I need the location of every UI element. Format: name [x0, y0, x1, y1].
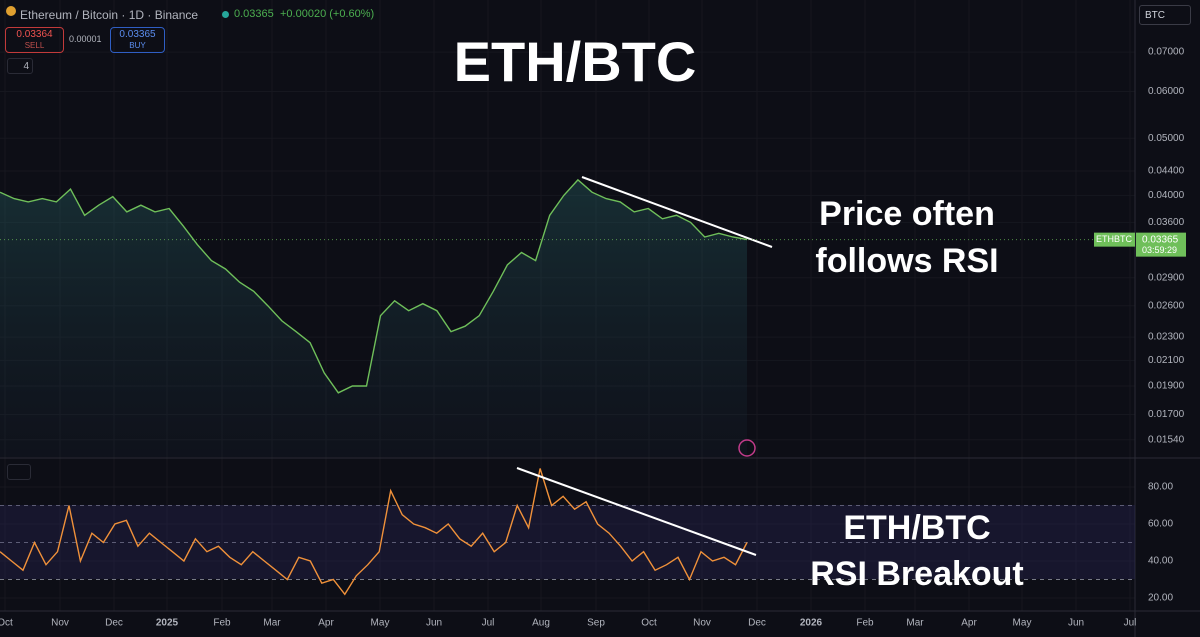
countdown-label: 03:59:29 [1142, 245, 1177, 255]
buy-price: 0.03365 [119, 29, 156, 40]
y-tick-label: 80.00 [1148, 482, 1173, 493]
x-tick-label: May [371, 618, 390, 629]
x-tick-label: Feb [856, 618, 874, 629]
symbol: Ethereum / Bitcoin · 1D · Binance [20, 8, 199, 22]
y-tick-label: 0.02300 [1148, 332, 1185, 343]
spread: 0.00001 [69, 34, 102, 44]
buy-label: BUY [129, 41, 146, 50]
price-area [0, 179, 747, 457]
x-tick-label: Oct [0, 618, 13, 629]
rsi-toggle[interactable] [7, 464, 31, 480]
y-tick-label: 0.01540 [1148, 434, 1185, 445]
market-dot [222, 11, 229, 18]
price-trendline [581, 176, 773, 248]
x-tick-label: 2025 [156, 618, 179, 629]
rsi-band [0, 505, 1135, 579]
symbol-tag-label: ETHBTC [1096, 234, 1133, 244]
symbol-tag [1094, 232, 1135, 247]
annotation: follows RSI [815, 242, 998, 280]
x-tick-label: Mar [263, 618, 281, 629]
x-tick-label: Sep [587, 618, 605, 629]
y-tick-label: 0.02100 [1148, 355, 1185, 366]
y-tick-label: 40.00 [1148, 556, 1173, 567]
last-price-tag [1136, 232, 1186, 257]
x-tick-label: Jun [426, 618, 442, 629]
x-tick-label: Jul [1124, 618, 1137, 629]
y-tick-label: 0.03600 [1148, 217, 1185, 228]
y-tick-label: 0.07000 [1148, 47, 1185, 58]
sell-button[interactable]: 0.03364 SELL [5, 27, 64, 53]
sell-label: SELL [24, 41, 45, 50]
x-tick-label: Jul [482, 618, 495, 629]
rsi-line [0, 468, 748, 596]
price: 0.03365 [234, 8, 274, 20]
annotation: RSI Breakout [810, 555, 1024, 593]
x-tick-label: Jun [1068, 618, 1084, 629]
x-tick-label: May [1013, 618, 1032, 629]
last-price-label: 0.03365 [1142, 234, 1179, 245]
chart-title: ETH/BTC [454, 30, 697, 93]
y-tick-label: 60.00 [1148, 519, 1173, 530]
x-tick-label: 2026 [800, 618, 823, 629]
annotation: ETH/BTC [843, 509, 990, 547]
annotation: Price often [819, 195, 995, 233]
alert-icon[interactable] [738, 439, 756, 457]
change: +0.00020 (+0.60%) [280, 8, 375, 20]
y-tick-label: 0.02600 [1148, 300, 1185, 311]
x-tick-label: Feb [213, 618, 231, 629]
x-tick-label: Mar [906, 618, 924, 629]
x-tick-label: Apr [318, 618, 334, 629]
x-tick-label: Nov [51, 618, 69, 629]
x-tick-label: Dec [748, 618, 766, 629]
y-tick-label: 0.04000 [1148, 190, 1185, 201]
y-tick-label: 0.01900 [1148, 381, 1185, 392]
currency-select[interactable]: BTC [1139, 5, 1191, 25]
symbol-icon [6, 6, 16, 16]
x-tick-label: Apr [961, 618, 977, 629]
y-tick-label: 0.06000 [1148, 86, 1185, 97]
x-tick-label: Nov [693, 618, 711, 629]
y-tick-label: 0.01700 [1148, 409, 1185, 420]
buy-button[interactable]: 0.03365 BUY [110, 27, 165, 53]
price-line [0, 178, 748, 394]
y-tick-label: 0.05000 [1148, 133, 1185, 144]
indicator-toggle[interactable]: 4 [7, 58, 33, 74]
y-tick-label: 0.04400 [1148, 166, 1185, 177]
x-tick-label: Dec [105, 618, 123, 629]
y-tick-label: 0.02900 [1148, 272, 1185, 283]
x-tick-label: Aug [532, 618, 550, 629]
rsi-trendline [516, 467, 757, 556]
x-tick-label: Oct [641, 618, 657, 629]
sell-price: 0.03364 [16, 29, 53, 40]
y-tick-label: 20.00 [1148, 593, 1173, 604]
